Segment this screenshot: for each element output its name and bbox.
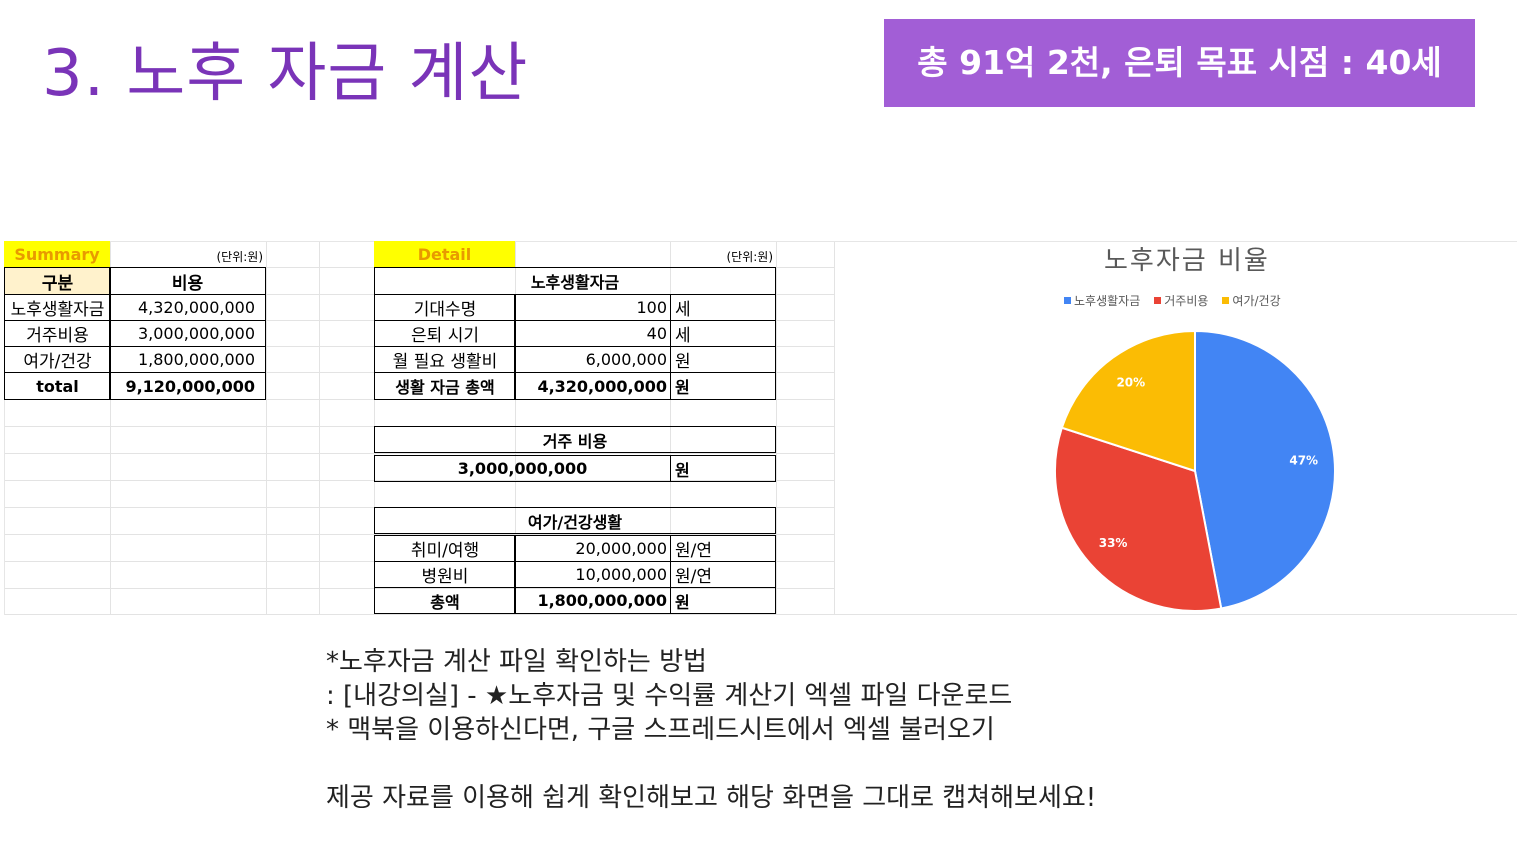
- living-total-value: 4,320,000,000: [514, 372, 671, 400]
- living-row-value: 6,000,000: [514, 346, 671, 373]
- leisure-title: 여가/건강생활: [374, 507, 776, 534]
- pie-slice-2: [1060, 329, 1196, 473]
- housing-unit: 원: [670, 455, 776, 482]
- retirement-goal-badge: 총 91억 2천, 은퇴 목표 시점 : 40세: [884, 19, 1475, 107]
- summary-total-value: 9,120,000,000: [109, 372, 266, 400]
- summary-header-label: Summary: [14, 244, 100, 264]
- living-total-label: 생활 자금 총액: [374, 372, 516, 400]
- living-total-unit: 원: [670, 372, 776, 400]
- summary-row-label: 여가/건강: [4, 346, 111, 373]
- legend-swatch: [1064, 297, 1071, 304]
- chart-title: 노후자금 비율: [1104, 246, 1270, 276]
- leisure-row-value: 10,000,000: [514, 561, 671, 588]
- summary-unit: (단위:원): [216, 250, 263, 264]
- living-row-unit: 세: [670, 294, 776, 321]
- detail-header: Detail: [374, 241, 515, 267]
- detail-unit: (단위:원): [726, 250, 773, 264]
- legend-label: 노후생활자금: [1074, 294, 1141, 308]
- legend-swatch: [1154, 297, 1162, 304]
- pie-slice-1: [1054, 426, 1223, 612]
- note-line: : [내강의실] - ★노후자금 및 수익률 계산기 엑셀 파일 다운로드: [326, 681, 1013, 711]
- pie-label-0: 47%: [1289, 454, 1318, 468]
- living-row-label: 은퇴 시기: [374, 320, 516, 347]
- leisure-total-unit: 원: [670, 587, 776, 614]
- summary-row-value: 4,320,000,000: [109, 294, 266, 321]
- pie-chart: 47% 33% 20%: [1054, 329, 1336, 612]
- legend-label: 거주비용: [1164, 294, 1209, 308]
- summary-row-label: 거주비용: [4, 320, 111, 347]
- summary-row-value: 1,800,000,000: [109, 346, 266, 373]
- living-row-label: 월 필요 생활비: [374, 346, 516, 373]
- summary-col-cost: 비용: [109, 267, 266, 295]
- pie-label-2: 20%: [1116, 376, 1145, 390]
- leisure-row-unit: 원/연: [670, 561, 776, 588]
- leisure-row-label: 병원비: [374, 561, 516, 588]
- leisure-total-label: 총액: [374, 587, 516, 614]
- living-row-label: 기대수명: [374, 294, 516, 321]
- leisure-row-label: 취미/여행: [374, 535, 516, 562]
- note-line: * 맥북을 이용하신다면, 구글 스프레드시트에서 엑셀 불러오기: [326, 715, 995, 745]
- legend-item: 거주비용: [1154, 292, 1208, 309]
- note-line: *노후자금 계산 파일 확인하는 방법: [326, 647, 707, 677]
- summary-total-label: total: [4, 372, 111, 400]
- pie-slice-0: [1194, 329, 1336, 610]
- living-row-value: 40: [514, 320, 671, 347]
- pie-label-1: 33%: [1099, 536, 1128, 550]
- summary-col-category: 구분: [4, 267, 111, 295]
- living-row-unit: 세: [670, 320, 776, 347]
- housing-title: 거주 비용: [374, 426, 776, 453]
- summary-row-label: 노후생활자금: [4, 294, 111, 321]
- legend-item: 여가/건강: [1222, 292, 1281, 309]
- page-title: 3. 노후 자금 계산: [42, 37, 529, 111]
- leisure-total-value: 1,800,000,000: [514, 587, 671, 614]
- leisure-row-value: 20,000,000: [514, 535, 671, 562]
- summary-row-value: 3,000,000,000: [109, 320, 266, 347]
- living-row-value: 100: [514, 294, 671, 321]
- living-fund-title: 노후생활자금: [374, 267, 776, 295]
- instructions: *노후자금 계산 파일 확인하는 방법 : [내강의실] - ★노후자금 및 수…: [326, 645, 1096, 815]
- legend-swatch: [1222, 297, 1230, 304]
- note-line: 제공 자료를 이용해 쉽게 확인해보고 해당 화면을 그대로 캡쳐해보세요!: [326, 783, 1097, 813]
- detail-header-label: Detail: [417, 244, 472, 264]
- housing-value: 3,000,000,000: [374, 455, 671, 482]
- summary-header: Summary: [4, 241, 110, 267]
- legend-label: 여가/건강: [1232, 294, 1281, 308]
- leisure-row-unit: 원/연: [670, 535, 776, 562]
- chart-legend: 노후생활자금 거주비용 여가/건강: [1064, 292, 1281, 309]
- living-row-unit: 원: [670, 346, 776, 373]
- legend-item: 노후생활자금: [1064, 292, 1140, 309]
